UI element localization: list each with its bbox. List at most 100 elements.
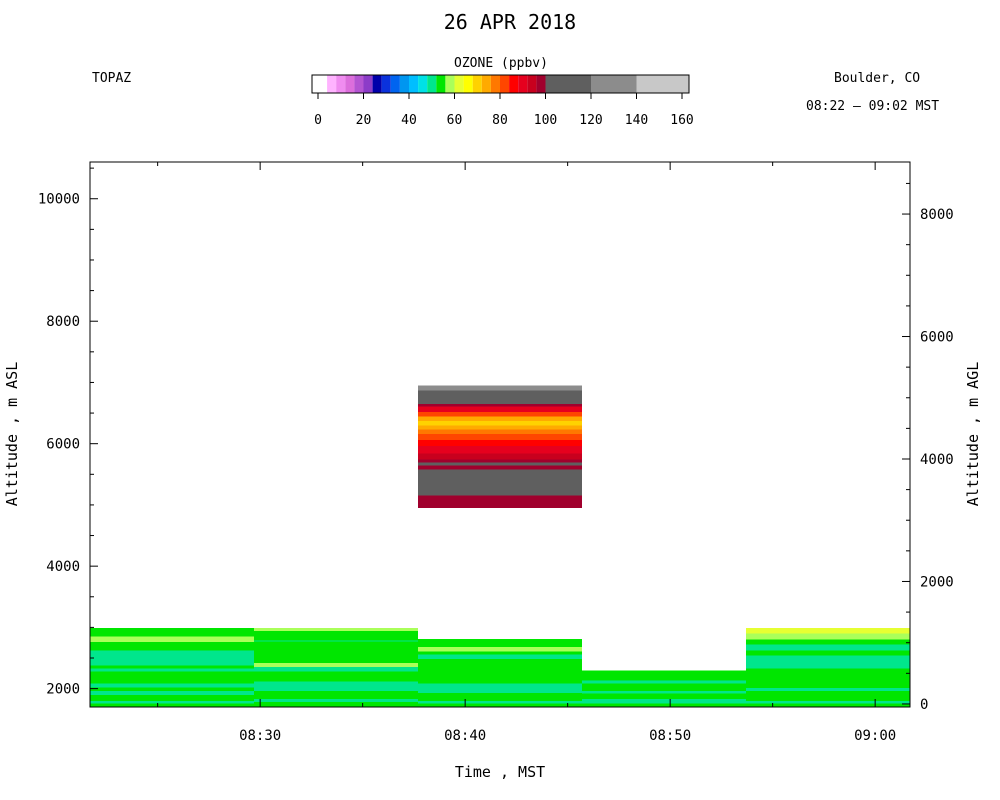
ozone-layer-cell xyxy=(254,671,418,682)
ozone-layer-cell xyxy=(254,631,418,641)
y-right-tick-label: 8000 xyxy=(920,207,954,223)
y-axis-right-label: Altitude , m AGL xyxy=(964,362,982,507)
colorbar-swatch xyxy=(372,75,382,93)
ozone-layer-cell xyxy=(90,636,254,643)
ozone-layer-cell xyxy=(746,700,910,704)
colorbar-swatch xyxy=(312,75,328,93)
colorbar-swatch xyxy=(518,75,528,93)
y-right-tick-label: 6000 xyxy=(920,330,954,346)
ozone-layer-cell xyxy=(90,691,254,695)
colorbar-swatch xyxy=(527,75,537,93)
ozone-layer-cell xyxy=(254,702,418,707)
colorbar-swatch xyxy=(490,75,500,93)
ozone-layer-cell xyxy=(418,385,582,391)
colorbar-swatch xyxy=(336,75,346,93)
x-tick-label: 08:40 xyxy=(444,728,486,744)
ozone-layer-cell xyxy=(254,691,418,700)
ozone-layer-cell xyxy=(582,680,746,684)
ozone-layer-cell xyxy=(90,687,254,692)
y-left-tick-label: 4000 xyxy=(46,559,80,575)
ozone-layer-cell xyxy=(418,700,582,704)
colorbar-swatch xyxy=(381,75,391,93)
ozone-layer-cell xyxy=(418,692,582,701)
ozone-layer-cell xyxy=(746,703,910,707)
ozone-layer-cell xyxy=(418,495,582,508)
colorbar-title: OZONE (ppbv) xyxy=(454,56,548,71)
ozone-layer-cell xyxy=(254,640,418,642)
x-tick-label: 09:00 xyxy=(854,728,896,744)
ozone-layer-cell xyxy=(254,641,418,663)
ozone-layer-cell xyxy=(418,703,582,707)
ozone-layer-cell xyxy=(746,688,910,692)
ozone-layer-cell xyxy=(418,646,582,652)
colorbar-swatch xyxy=(427,75,437,93)
colorbar-swatch xyxy=(500,75,510,93)
ozone-layer-cell xyxy=(418,683,582,693)
colorbar-tick-label: 160 xyxy=(670,113,693,128)
ozone-layer-cell xyxy=(746,650,910,656)
colorbar-swatch xyxy=(390,75,400,93)
ozone-layer-cell xyxy=(254,662,418,668)
colorbar-tick-label: 100 xyxy=(534,113,557,128)
ozone-layer-cell xyxy=(90,665,254,669)
ozone-profiles xyxy=(90,385,910,707)
colorbar-tick-label: 0 xyxy=(314,113,322,128)
ozone-colorbar: 0 20 40 60 80 100 120 140 160 xyxy=(311,74,694,128)
ozone-layer-cell xyxy=(582,703,746,707)
ozone-layer-cell xyxy=(90,694,254,701)
ozone-layer-cell xyxy=(418,406,582,412)
colorbar-swatch xyxy=(636,75,689,93)
x-tick-label: 08:50 xyxy=(649,728,691,744)
ozone-layer-cell xyxy=(746,691,910,701)
y-right-tick-label: 4000 xyxy=(920,452,954,468)
colorbar-swatch xyxy=(327,75,337,93)
colorbar-swatch xyxy=(345,75,355,93)
ozone-layer-cell xyxy=(418,453,582,460)
ozone-layer-cell xyxy=(418,446,582,454)
plot-axes: 08:30 08:40 08:50 09:00 2000 4000 6000 8000 1000… xyxy=(38,162,954,744)
colorbar-tick-label: 80 xyxy=(492,113,508,128)
y-left-tick-label: 8000 xyxy=(46,314,80,330)
colorbar-swatch xyxy=(418,75,428,93)
y-right-tick-label: 0 xyxy=(920,697,928,713)
ozone-layer-cell xyxy=(254,667,418,672)
ozone-layer-cell xyxy=(418,440,582,447)
y-left-tick-label: 10000 xyxy=(38,192,80,208)
ozone-layer-cell xyxy=(746,628,910,634)
time-range-label: 08:22 – 09:02 MST xyxy=(806,99,940,114)
ozone-layer-cell xyxy=(418,425,582,430)
colorbar-swatch xyxy=(409,75,419,93)
y-left-tick-label: 6000 xyxy=(46,437,80,453)
ozone-layer-cell xyxy=(418,421,582,426)
ozone-layer-cell xyxy=(746,633,910,640)
location-label: Boulder, CO xyxy=(834,71,921,86)
ozone-layer-cell xyxy=(418,403,582,407)
ozone-layer-cell xyxy=(418,416,582,422)
plot-frame xyxy=(89,161,911,708)
ozone-layer-cell xyxy=(418,429,582,434)
colorbar-swatch xyxy=(463,75,473,93)
y-axis-left-label: Altitude , m ASL xyxy=(3,362,21,507)
ozone-layer-cell xyxy=(418,459,582,463)
ozone-layer-cell xyxy=(418,433,582,441)
colorbar-swatch xyxy=(454,75,464,93)
colorbar-swatch xyxy=(481,75,491,93)
ozone-layer-cell xyxy=(254,628,418,632)
ozone-layer-cell xyxy=(746,644,910,651)
ozone-layer-cell xyxy=(254,699,418,703)
colorbar-swatch xyxy=(509,75,519,93)
ozone-layer-cell xyxy=(418,654,582,660)
ozone-layer-cell xyxy=(418,639,582,647)
ozone-layer-cell xyxy=(418,659,582,684)
colorbar-tick-label: 140 xyxy=(625,113,648,128)
ozone-layer-cell xyxy=(582,683,746,692)
ozone-layer-cell xyxy=(90,668,254,672)
ozone-layer-cell xyxy=(90,703,254,707)
ozone-layer-cell xyxy=(254,681,418,692)
ozone-layer-cell xyxy=(746,655,910,669)
ozone-layer-cell xyxy=(90,642,254,651)
ozone-layer-cell xyxy=(746,639,910,645)
ozone-layer-cell xyxy=(582,699,746,704)
colorbar-tick-label: 60 xyxy=(447,113,463,128)
